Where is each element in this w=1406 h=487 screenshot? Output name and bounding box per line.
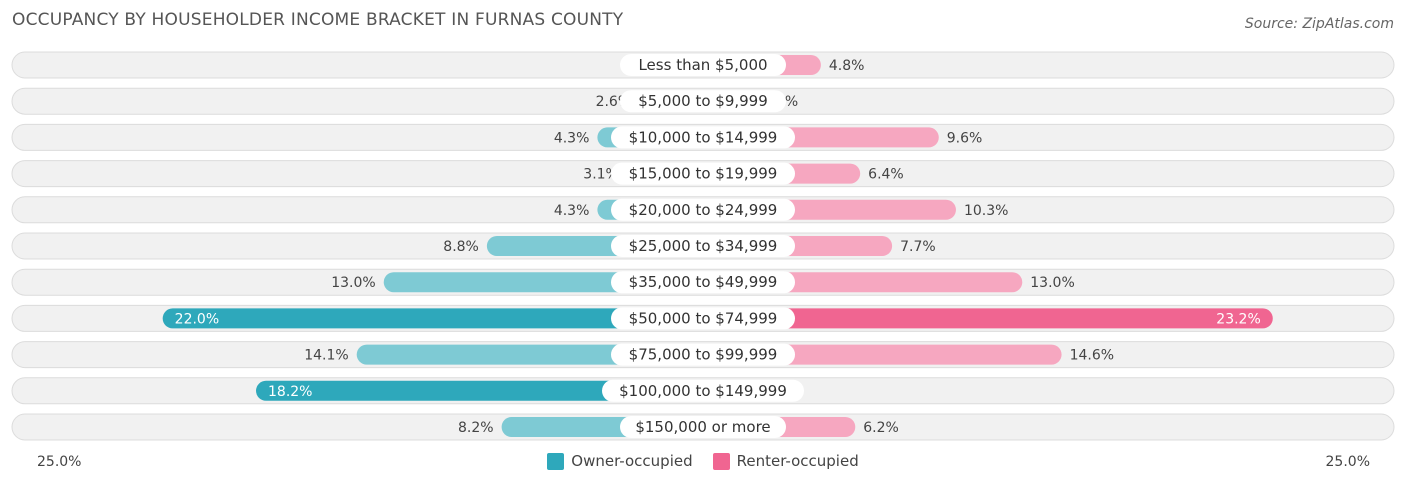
value-label-owner: 18.2% [268,384,312,400]
value-label-renter: 6.2% [863,420,899,436]
category-pill [611,235,795,257]
legend-label-owner: Owner-occupied [571,452,693,470]
bar-renter [703,308,1273,329]
value-label-renter: 14.6% [1070,348,1114,364]
category-label: $75,000 to $99,999 [629,346,778,364]
category-pill [602,379,804,402]
legend-swatch-renter [712,452,730,470]
axis-right-label: 25.0% [1325,454,1370,470]
category-label: $25,000 to $34,999 [629,237,778,255]
category-pill [620,90,786,113]
value-label-owner: 14.1% [304,348,348,364]
category-pill [611,198,795,221]
bar-owner [162,308,703,329]
axis-left-label: 25.0% [37,454,82,470]
legend-item-owner[interactable]: Owner-occupied [547,452,693,470]
category-pill [611,162,795,185]
category-label: $100,000 to $149,999 [619,382,787,400]
category-label: $5,000 to $9,999 [638,92,768,110]
value-label-renter: 13.0% [1030,275,1074,291]
value-label-renter: 23.2% [1216,311,1260,327]
value-label-renter: 10.3% [964,203,1008,219]
category-pill [620,416,786,438]
value-label-owner: 8.2% [458,420,494,436]
category-label: $15,000 to $19,999 [629,165,778,183]
category-pill [611,126,795,149]
value-label-owner: 8.8% [443,239,479,255]
category-label: $150,000 or more [635,418,770,436]
value-label-owner: 13.0% [331,275,375,291]
value-label-owner: 4.3% [554,203,590,219]
value-label-owner: 3.1% [583,167,619,183]
value-label-renter: 6.4% [868,167,904,183]
value-label-owner: 22.0% [175,311,219,327]
source-label: Source: ZipAtlas.com [1244,16,1394,32]
category-label: $20,000 to $24,999 [629,201,778,219]
legend-swatch-owner [547,452,565,470]
legend-label-renter: Renter-occupied [736,452,859,470]
value-label-renter: 9.6% [947,130,983,146]
category-pill [620,54,786,76]
chart-title: OCCUPANCY BY HOUSEHOLDER INCOME BRACKET … [12,10,624,30]
category-label: $50,000 to $74,999 [629,309,778,327]
category-label: $35,000 to $49,999 [629,273,778,291]
category-pill [611,271,795,294]
value-label-renter: 7.7% [900,239,936,255]
bar-owner [256,380,703,401]
category-pill [611,343,795,366]
legend: Owner-occupied Renter-occupied [0,452,1406,470]
legend-item-renter[interactable]: Renter-occupied [712,452,859,470]
category-label: $10,000 to $14,999 [629,128,778,146]
category-label: Less than $5,000 [638,56,767,74]
value-label-renter: 4.8% [829,58,865,74]
category-pill [611,307,795,330]
value-label-owner: 4.3% [554,130,590,146]
